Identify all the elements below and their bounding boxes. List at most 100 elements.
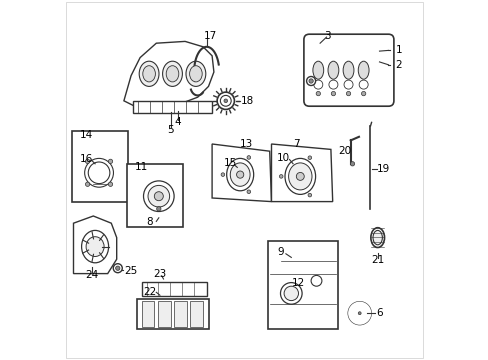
Ellipse shape xyxy=(220,95,231,106)
Ellipse shape xyxy=(285,158,315,194)
Ellipse shape xyxy=(327,61,338,79)
Ellipse shape xyxy=(347,301,371,325)
Ellipse shape xyxy=(330,91,335,96)
Ellipse shape xyxy=(85,182,90,186)
Ellipse shape xyxy=(310,275,321,286)
Ellipse shape xyxy=(350,304,368,322)
Ellipse shape xyxy=(358,80,367,89)
Ellipse shape xyxy=(217,92,234,109)
Ellipse shape xyxy=(370,228,384,248)
Text: 2: 2 xyxy=(395,60,402,70)
Ellipse shape xyxy=(358,61,368,79)
Ellipse shape xyxy=(148,185,169,207)
Ellipse shape xyxy=(108,182,112,186)
Ellipse shape xyxy=(307,156,311,159)
Text: 24: 24 xyxy=(85,270,98,280)
Text: 21: 21 xyxy=(370,255,384,265)
Text: 14: 14 xyxy=(80,130,93,140)
Ellipse shape xyxy=(358,312,361,315)
Polygon shape xyxy=(73,216,117,274)
Ellipse shape xyxy=(81,230,108,263)
Text: 11: 11 xyxy=(135,162,148,172)
Ellipse shape xyxy=(163,61,182,86)
Bar xyxy=(158,301,170,327)
Ellipse shape xyxy=(156,207,161,211)
Polygon shape xyxy=(271,144,332,202)
Ellipse shape xyxy=(352,307,366,320)
Ellipse shape xyxy=(344,80,352,89)
Text: 17: 17 xyxy=(203,31,217,41)
Ellipse shape xyxy=(86,237,104,257)
Ellipse shape xyxy=(142,66,155,82)
Text: 9: 9 xyxy=(277,247,283,257)
Text: 4: 4 xyxy=(174,117,181,127)
Bar xyxy=(174,301,186,327)
Ellipse shape xyxy=(308,79,313,83)
Ellipse shape xyxy=(108,159,112,163)
Text: 8: 8 xyxy=(146,217,153,228)
Ellipse shape xyxy=(115,266,120,270)
Text: 20: 20 xyxy=(338,146,351,156)
Ellipse shape xyxy=(354,308,365,319)
Ellipse shape xyxy=(143,181,174,212)
Bar xyxy=(267,241,337,329)
Text: 5: 5 xyxy=(167,125,174,135)
Ellipse shape xyxy=(352,306,366,320)
Text: 18: 18 xyxy=(241,96,254,106)
Text: 6: 6 xyxy=(375,308,382,318)
Ellipse shape xyxy=(85,159,90,163)
Ellipse shape xyxy=(221,173,224,176)
Text: 12: 12 xyxy=(291,278,305,288)
Ellipse shape xyxy=(312,61,323,79)
Polygon shape xyxy=(123,41,213,110)
Ellipse shape xyxy=(246,190,250,194)
Ellipse shape xyxy=(306,77,315,86)
Ellipse shape xyxy=(361,91,365,96)
Bar xyxy=(190,301,203,327)
Text: 22: 22 xyxy=(143,287,157,297)
Ellipse shape xyxy=(349,162,354,166)
Text: 15: 15 xyxy=(224,158,237,168)
Bar xyxy=(72,131,127,202)
Ellipse shape xyxy=(224,99,227,103)
Bar xyxy=(142,301,154,327)
Ellipse shape xyxy=(279,175,283,178)
Text: 23: 23 xyxy=(153,269,166,279)
Text: 16: 16 xyxy=(80,154,93,164)
Text: 3: 3 xyxy=(323,31,330,41)
Ellipse shape xyxy=(154,192,163,201)
Ellipse shape xyxy=(355,309,363,317)
Text: 1: 1 xyxy=(395,45,402,55)
Ellipse shape xyxy=(246,156,250,159)
Ellipse shape xyxy=(328,80,337,89)
Ellipse shape xyxy=(166,66,179,82)
Text: 10: 10 xyxy=(276,153,289,163)
Ellipse shape xyxy=(307,193,311,197)
Ellipse shape xyxy=(88,162,110,184)
Text: 13: 13 xyxy=(239,139,252,149)
Ellipse shape xyxy=(349,303,369,323)
Ellipse shape xyxy=(189,66,202,82)
Ellipse shape xyxy=(372,230,382,245)
Ellipse shape xyxy=(236,171,244,178)
Polygon shape xyxy=(212,144,271,202)
Ellipse shape xyxy=(139,61,159,86)
Bar xyxy=(133,101,212,113)
FancyBboxPatch shape xyxy=(303,34,393,106)
Ellipse shape xyxy=(288,163,311,190)
Bar xyxy=(142,282,206,296)
Ellipse shape xyxy=(185,61,205,86)
Ellipse shape xyxy=(343,61,353,79)
Ellipse shape xyxy=(230,163,249,186)
Ellipse shape xyxy=(316,91,320,96)
Bar xyxy=(136,299,208,329)
Text: 7: 7 xyxy=(293,139,300,149)
Ellipse shape xyxy=(84,158,113,187)
Ellipse shape xyxy=(280,283,302,304)
Text: 25: 25 xyxy=(123,266,137,276)
Bar xyxy=(127,164,183,227)
Ellipse shape xyxy=(226,158,253,191)
Ellipse shape xyxy=(346,91,350,96)
Ellipse shape xyxy=(296,172,304,180)
Text: 19: 19 xyxy=(376,164,389,174)
